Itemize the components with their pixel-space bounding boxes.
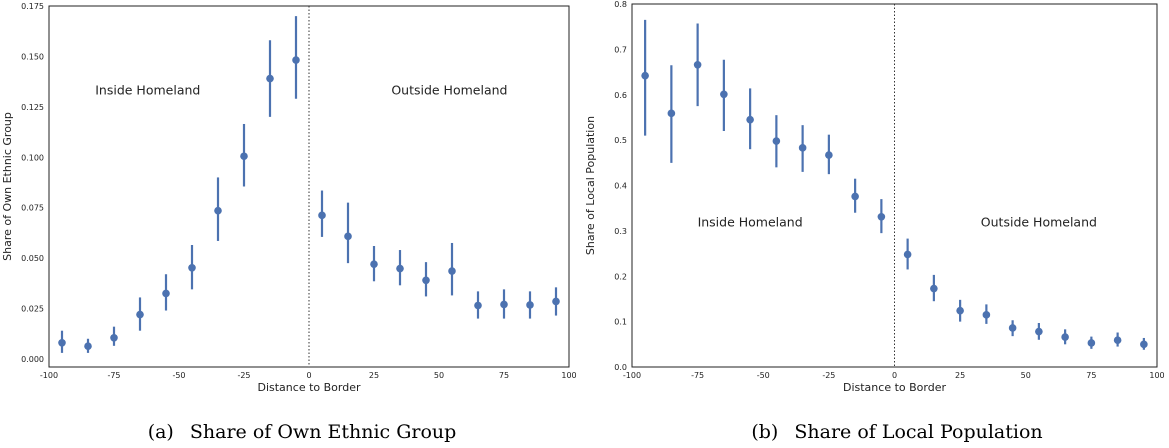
data-point (930, 284, 938, 293)
subplot-label-a: (a) (148, 421, 174, 443)
chart-panel-a: -100 -75 -50 -25 0 25 50 75 100 0.000 0.025 0.050 0… (1, 2, 577, 443)
data-point (720, 90, 728, 99)
x-tick-label: -25 (237, 371, 250, 380)
y-tick-label: 0.075 (21, 204, 44, 213)
x-tick-label: 100 (561, 371, 576, 380)
data-point (396, 264, 404, 273)
y-tick-label: 0.000 (21, 355, 44, 364)
x-tick-label: 75 (499, 371, 509, 380)
data-point (474, 301, 482, 310)
data-point (956, 306, 964, 315)
x-tick-label: 50 (434, 371, 444, 380)
y-tick-label: 0.4 (614, 182, 627, 191)
data-point (344, 232, 352, 241)
data-point (1140, 340, 1148, 349)
data-point (136, 310, 144, 319)
subplot-label-b: (b) (751, 421, 778, 443)
data-point (84, 342, 92, 351)
y-tick-label: 0.175 (21, 2, 44, 11)
data-point (214, 206, 222, 215)
data-point (667, 109, 676, 118)
x-tick-label: -75 (691, 371, 704, 380)
x-tick-label: -50 (172, 371, 185, 380)
x-axis-label-a: Distance to Border (257, 381, 360, 394)
data-point (1113, 336, 1122, 345)
data-point (877, 213, 886, 221)
caption-text-b: Share of Local Population (794, 421, 1042, 443)
data-point (188, 263, 196, 272)
y-tick-label: 0.8 (614, 0, 627, 9)
y-tick-label: 0.3 (614, 227, 627, 236)
data-point (903, 250, 912, 259)
data-point (746, 115, 754, 124)
caption-text-a: Share of Own Ethnic Group (190, 421, 456, 443)
x-tick-label: -50 (757, 371, 770, 380)
y-tick-label: 0.7 (614, 45, 627, 54)
region-annotation: Inside Homeland (95, 83, 200, 98)
x-tick-label: 0 (892, 371, 897, 380)
y-tick-label: 0.050 (21, 254, 44, 263)
y-tick-label: 0.6 (614, 91, 627, 100)
x-tick-label: 25 (955, 371, 965, 380)
x-tick-label: 100 (1149, 371, 1164, 380)
y-tick-label: 0.2 (614, 272, 627, 281)
data-point (798, 144, 807, 152)
data-point (982, 311, 991, 319)
data-point (1061, 333, 1069, 341)
x-tick-label: 50 (1021, 371, 1031, 380)
data-point (1087, 339, 1096, 347)
y-tick-label: 0.150 (21, 52, 44, 61)
data-point (825, 151, 833, 159)
x-axis-label-b: Distance to Border (843, 381, 946, 394)
data-point (448, 267, 456, 275)
data-point (292, 56, 300, 64)
data-point (851, 192, 859, 201)
x-tick-label: 75 (1086, 371, 1096, 380)
data-point (58, 338, 66, 347)
plot-area-a (48, 5, 570, 368)
y-tick-label: 0.125 (21, 103, 44, 112)
data-point (772, 137, 781, 145)
data-point (422, 276, 430, 285)
data-point (641, 71, 649, 80)
y-tick-label: 0.025 (21, 305, 44, 314)
y-tick-label: 0.5 (614, 136, 627, 145)
x-tick-label: 25 (369, 371, 379, 380)
x-tick-label: -25 (822, 371, 835, 380)
data-point (552, 297, 560, 306)
data-point (370, 260, 378, 268)
x-tick-label: 0 (306, 371, 311, 380)
region-annotation: Outside Homeland (981, 214, 1097, 229)
x-tick-label: -75 (107, 371, 120, 380)
data-point (162, 289, 170, 298)
chart-panel-b: -100 -75 -50 -25 0 25 50 75 100 0.0 0.1 0.2 0.3 0.4 0… (584, 0, 1165, 443)
caption-b: (b) Share of Local Population (751, 421, 1042, 443)
y-axis-label-b: Share of Local Population (584, 116, 597, 255)
region-annotation: Inside Homeland (698, 214, 803, 229)
data-point (500, 300, 508, 309)
y-tick-label: 0.1 (614, 318, 627, 327)
data-point (1035, 327, 1043, 336)
x-tick-label: -100 (623, 371, 641, 380)
data-point (110, 333, 118, 342)
data-point (693, 61, 702, 69)
data-point (318, 211, 326, 220)
caption-a: (a) Share of Own Ethnic Group (148, 421, 457, 443)
y-tick-label: 0.0 (614, 363, 627, 372)
data-point (266, 74, 274, 83)
y-tick-label: 0.100 (21, 153, 44, 162)
data-point (526, 301, 534, 309)
y-axis-label-a: Share of Own Ethnic Group (1, 112, 14, 261)
x-tick-label: -100 (40, 371, 58, 380)
data-point (240, 152, 248, 161)
region-annotation: Outside Homeland (391, 83, 507, 98)
data-point (1008, 324, 1017, 332)
